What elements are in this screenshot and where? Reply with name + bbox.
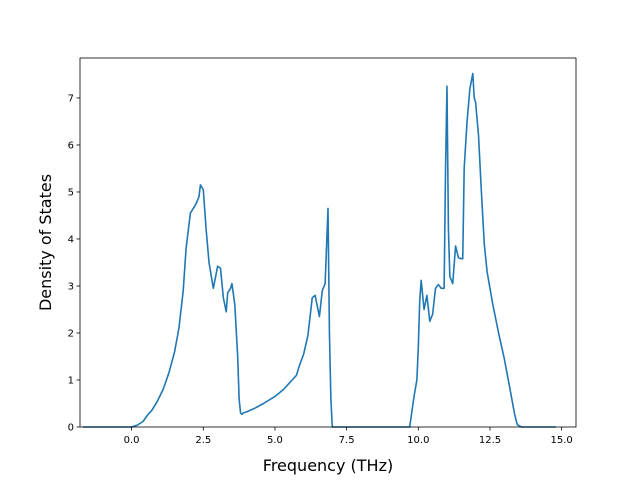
y-tick-label: 5: [68, 187, 74, 198]
y-tick-label: 0: [68, 423, 74, 434]
x-tick-label: 7.5: [339, 435, 355, 446]
y-tick-label: 7: [68, 93, 74, 104]
y-tick-label: 6: [68, 140, 74, 151]
x-tick-label: 2.5: [195, 435, 211, 446]
y-tick-label: 4: [68, 234, 74, 245]
y-tick-label: 2: [68, 328, 74, 339]
x-tick-label: 15.0: [551, 435, 573, 446]
y-tick-label: 1: [68, 375, 74, 386]
x-axis: 0.0 2.5 5.0 7.5 10.0 12.5 15.0: [124, 427, 573, 446]
x-tick-label: 0.0: [124, 435, 140, 446]
y-axis: 0 1 2 3 4 5 6 7: [68, 93, 80, 434]
x-tick-label: 10.0: [407, 435, 429, 446]
x-tick-label: 5.0: [267, 435, 283, 446]
x-axis-label: Frequency (THz): [263, 456, 393, 475]
y-tick-label: 3: [68, 281, 74, 292]
plot-area: [82, 72, 556, 428]
axes-frame: [79, 57, 577, 428]
x-tick-label: 12.5: [479, 435, 501, 446]
dos-series-line: [82, 72, 556, 428]
y-axis-label: Density of States: [36, 174, 55, 311]
